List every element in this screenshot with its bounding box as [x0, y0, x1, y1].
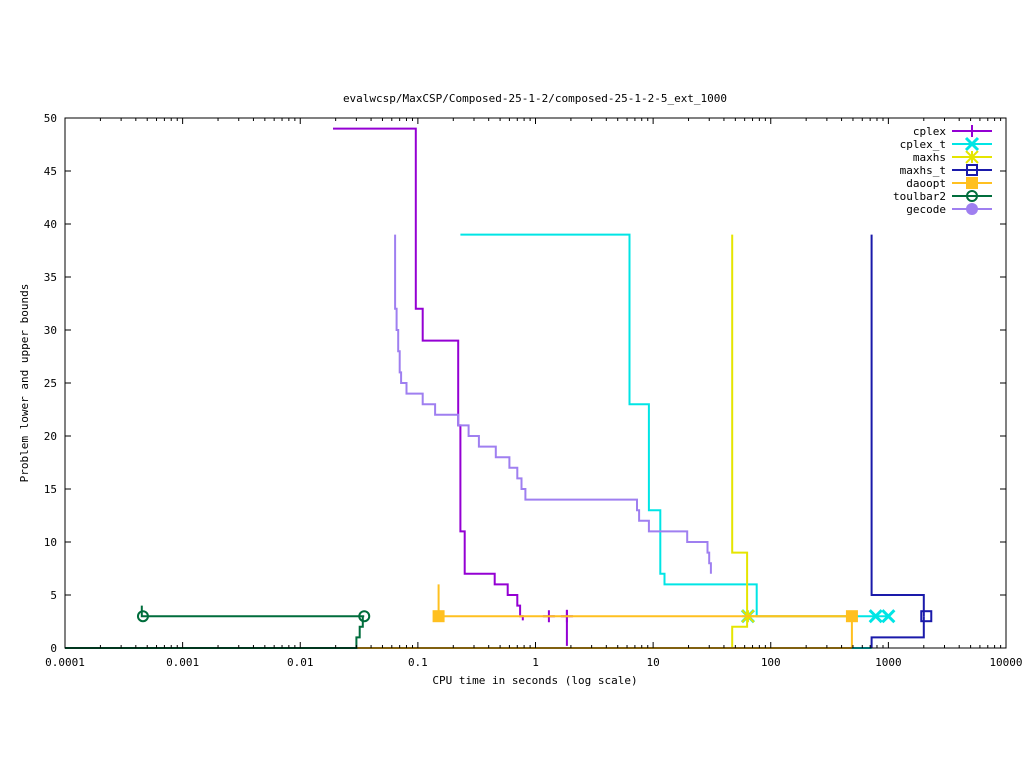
- data-point-marker: [358, 610, 371, 623]
- legend-marker: [964, 136, 980, 152]
- legend-item: gecode: [906, 203, 992, 216]
- legend-item: maxhs: [913, 150, 992, 164]
- y-tick-label: 45: [44, 165, 57, 178]
- legend-label: maxhs_t: [900, 164, 946, 177]
- x-tick-label: 0.0001: [45, 656, 85, 669]
- x-tick-label: 100: [761, 656, 781, 669]
- x-axis-label: CPU time in seconds (log scale): [432, 674, 637, 687]
- data-point-marker: [868, 609, 883, 624]
- legend-marker: [966, 164, 978, 176]
- series-upper-bound-line: [437, 584, 853, 648]
- series-gecode: [394, 234, 712, 574]
- y-tick-label: 50: [44, 112, 57, 125]
- legend-label: cplex: [913, 125, 946, 138]
- y-tick-label: 0: [50, 642, 57, 655]
- y-axis: 0 5 10 15 20 25 30 35 40 45 50: [44, 112, 1006, 655]
- x-tick-label: 0.1: [408, 656, 428, 669]
- x-tick-label: 0.01: [287, 656, 314, 669]
- legend-marker: [965, 150, 979, 164]
- x-tick-label: 10000: [989, 656, 1022, 669]
- legend-marker: [966, 203, 978, 215]
- legend-label: cplex_t: [900, 138, 946, 151]
- legend-item: cplex_t: [900, 136, 992, 152]
- legend-marker: [966, 190, 978, 202]
- x-tick-label: 1: [532, 656, 539, 669]
- legend-label: maxhs: [913, 151, 946, 164]
- y-tick-label: 25: [44, 377, 57, 390]
- legend-item: cplex: [913, 125, 992, 138]
- series-upper-bound-line: [333, 127, 524, 621]
- series-maxhs-t: [870, 234, 933, 648]
- x-tick-label: 10: [647, 656, 660, 669]
- legend-item: toulbar2: [893, 190, 992, 203]
- legend-item: daoopt: [906, 177, 992, 190]
- legend-marker: [966, 177, 978, 189]
- legend-label: toulbar2: [893, 190, 946, 203]
- series-upper-bound-line: [394, 234, 712, 574]
- data-point-marker: [136, 610, 149, 623]
- legend-item: maxhs_t: [900, 164, 992, 177]
- y-tick-label: 40: [44, 218, 57, 231]
- data-point-marker: [432, 610, 445, 623]
- chart-title: evalwcsp/MaxCSP/Composed-25-1-2/composed…: [343, 92, 727, 105]
- legend-label: daoopt: [906, 177, 946, 190]
- series-upper-bound-line: [460, 233, 889, 618]
- legend-label: gecode: [906, 203, 946, 216]
- x-tick-label: 0.001: [166, 656, 199, 669]
- y-tick-label: 20: [44, 430, 57, 443]
- data-point-marker: [881, 609, 896, 624]
- data-point-marker: [845, 610, 858, 623]
- legend: cplexcplex_tmaxhsmaxhs_tdaoopttoulbar2ge…: [893, 125, 992, 216]
- y-tick-label: 5: [50, 589, 57, 602]
- y-axis-label: Problem lower and upper bounds: [18, 284, 31, 483]
- y-tick-label: 15: [44, 483, 57, 496]
- legend-marker: [966, 125, 978, 137]
- series-lower-bound-line: [870, 616, 925, 648]
- series-upper-bound-line: [140, 605, 365, 618]
- x-tick-label: 1000: [875, 656, 902, 669]
- y-tick-label: 35: [44, 271, 57, 284]
- data-point-marker: [920, 610, 933, 623]
- x-axis: 0.0001 0.001 0.01 0.1 1 10 100 1000 10000: [45, 118, 1023, 669]
- y-tick-label: 10: [44, 536, 57, 549]
- y-tick-label: 30: [44, 324, 57, 337]
- series-upper-bound-line: [870, 234, 925, 617]
